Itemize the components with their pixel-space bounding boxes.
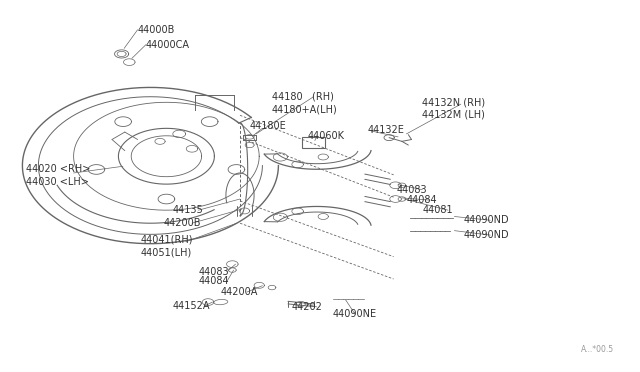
Text: 44202: 44202 <box>291 302 322 312</box>
Text: 44132E: 44132E <box>368 125 405 135</box>
Text: 44180E: 44180E <box>250 122 286 131</box>
Text: 44051(LH): 44051(LH) <box>141 247 192 257</box>
Text: 44132N (RH): 44132N (RH) <box>422 97 486 107</box>
Text: 44000B: 44000B <box>138 25 175 35</box>
Text: 44041(RH): 44041(RH) <box>141 235 193 245</box>
Text: A...*00.5: A...*00.5 <box>581 345 614 354</box>
Text: 44090NE: 44090NE <box>333 310 377 319</box>
Text: 44083: 44083 <box>198 267 229 276</box>
Bar <box>302 137 325 148</box>
Text: 44135: 44135 <box>173 205 204 215</box>
Text: 44180   (RH): 44180 (RH) <box>272 92 334 102</box>
Text: 44081: 44081 <box>422 205 453 215</box>
Text: 44084: 44084 <box>198 276 229 286</box>
Text: 44090ND: 44090ND <box>464 215 509 225</box>
Text: 44090ND: 44090ND <box>464 230 509 240</box>
Text: 44180+A(LH): 44180+A(LH) <box>272 105 338 115</box>
Text: 44020 <RH>: 44020 <RH> <box>26 164 90 174</box>
Text: 44084: 44084 <box>406 195 437 205</box>
Text: 44060K: 44060K <box>307 131 344 141</box>
Text: 44132M (LH): 44132M (LH) <box>422 110 485 119</box>
Text: 44200B: 44200B <box>163 218 201 228</box>
Text: 44000CA: 44000CA <box>146 40 190 49</box>
Text: 44200A: 44200A <box>221 287 258 297</box>
Text: 44083: 44083 <box>397 185 428 195</box>
Text: 44152A: 44152A <box>173 301 211 311</box>
Text: 44030 <LH>: 44030 <LH> <box>26 177 88 187</box>
